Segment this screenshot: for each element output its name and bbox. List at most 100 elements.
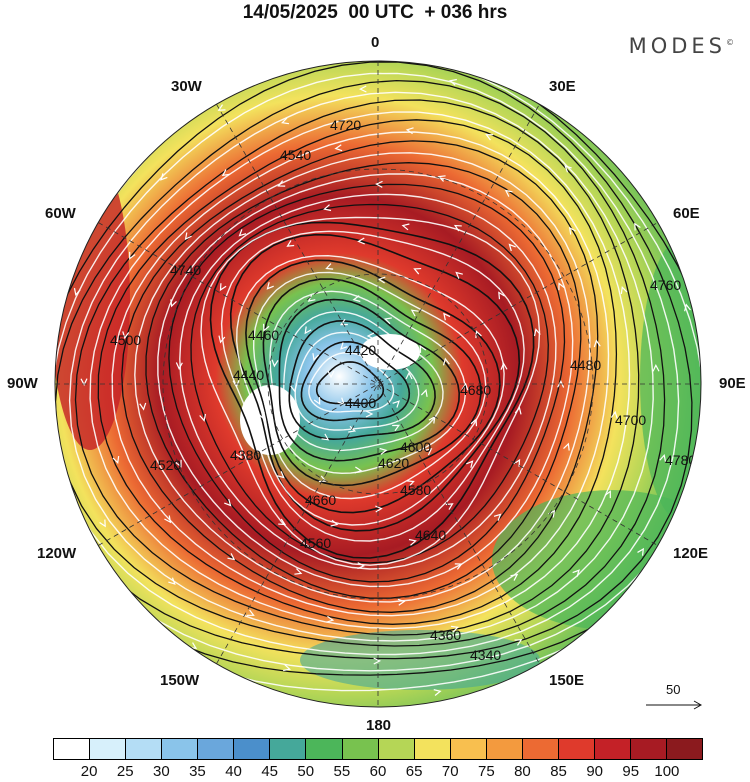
streamline-arrow [238, 229, 247, 237]
streamline-arrow [514, 406, 522, 415]
lon-label-120e: 120E [673, 545, 709, 562]
streamline-arrow [358, 85, 367, 93]
streamline-arrow [593, 339, 601, 348]
streamline-arrow [330, 519, 339, 527]
height-contour [288, 319, 436, 441]
streamline-arrow [410, 309, 419, 317]
streamline-arrow [55, 438, 56, 447]
streamline-arrow [278, 518, 287, 526]
streamline-arrow [652, 363, 660, 372]
streamline-arrow [232, 380, 240, 388]
color-bar-bin [378, 739, 415, 759]
streamline-arrow [401, 223, 410, 231]
color-bar-tick-label: 45 [261, 763, 278, 780]
streamline-arrow [443, 312, 451, 321]
wind-streamline [134, 152, 591, 603]
color-bar-tick-label: 30 [152, 763, 170, 780]
height-contour [209, 221, 535, 559]
streamline-arrow [708, 403, 715, 410]
contour-label: 4680 [460, 382, 491, 398]
streamline-arrow [312, 353, 320, 362]
streamline-arrow [461, 382, 469, 391]
streamline-arrow [277, 180, 286, 187]
color-bar-tick-label: 90 [586, 763, 603, 780]
lon-label-150e: 150E [549, 672, 585, 689]
contour-label: 4620 [378, 455, 409, 471]
streamline-arrow [558, 282, 565, 291]
color-bar-tick-label: 60 [369, 763, 387, 780]
streamline-arrow [493, 513, 502, 521]
streamline-arrow [420, 388, 428, 397]
streamline-arrow [235, 450, 242, 459]
streamline-arrow [286, 240, 295, 247]
contour-label: 4720 [330, 117, 361, 133]
streamline-arrow [139, 402, 147, 411]
color-bar-tick-label: 50 [297, 763, 315, 780]
height-contour [55, 61, 693, 660]
streamline-arrow [455, 271, 463, 279]
streamline-arrow [563, 442, 570, 451]
streamline-arrow [325, 263, 334, 270]
height-contour [300, 340, 411, 422]
streamline-arrow [397, 598, 406, 606]
color-bar-bin [342, 739, 379, 759]
streamline-arrow [445, 503, 454, 510]
streamline-arrow [164, 515, 172, 524]
streamline-arrow [339, 318, 348, 326]
streamline-arrow [365, 410, 374, 418]
streamline-arrow [219, 283, 227, 292]
streamline-arrow [304, 326, 312, 335]
latitude-circle [267, 273, 489, 495]
vector-arrow-icon [646, 700, 703, 710]
streamline-arrow [659, 453, 667, 462]
contour-label: 4500 [110, 332, 141, 348]
streamline-arrow [392, 400, 400, 408]
color-bar-ticks: 20 25 30 35 40 45 50 55 60 65 70 75 80 85 90 95 100 [53, 763, 703, 781]
streamline-arrow [383, 317, 392, 325]
contour-label: 4740 [170, 262, 201, 278]
height-contour [229, 233, 521, 532]
wind-streamline [269, 290, 467, 475]
color-bar-tick-label: 55 [333, 763, 351, 780]
streamline-arrow [227, 553, 236, 561]
streamline-arrow [102, 590, 110, 598]
streamline-arrow [500, 362, 508, 370]
streamline-arrow [99, 519, 106, 528]
lon-label-60e: 60E [673, 205, 700, 222]
wind-streamline [111, 131, 610, 617]
contour-label: 4420 [345, 342, 376, 358]
streamline-arrow [352, 295, 361, 303]
streamline-arrow [453, 224, 462, 232]
contour-label: 4460 [248, 327, 279, 343]
lon-label-0: 0 [371, 34, 380, 51]
streamline-arrow [568, 226, 576, 235]
streamline-arrow [218, 335, 226, 344]
contour-label: 4520 [150, 457, 181, 473]
streamline-arrow [379, 447, 388, 455]
streamline-arrow [348, 425, 357, 433]
streamline-arrow [610, 410, 618, 419]
contour-label: 4560 [300, 535, 331, 551]
streamline-arrow [326, 615, 335, 623]
brand-text: MODES [628, 34, 726, 58]
lon-label-180: 180 [366, 717, 392, 734]
wind-streamline [282, 311, 444, 452]
streamline-arrow [448, 78, 457, 86]
streamline-arrow [375, 505, 383, 513]
streamline-arrow [585, 635, 593, 643]
contour-label: 4640 [415, 527, 446, 543]
streamline-arrow [184, 232, 192, 241]
streamline-arrow [327, 370, 335, 379]
color-bar-bin [558, 739, 595, 759]
streamline-arrow [290, 384, 298, 393]
height-contour [55, 79, 666, 647]
streamline-arrow [508, 243, 516, 252]
color-bar-tick-label: 80 [514, 763, 531, 780]
streamline-arrow [112, 455, 120, 464]
streamline-arrow [572, 569, 580, 577]
color-bar-tick-label: 100 [654, 763, 680, 780]
streamline-arrow [25, 341, 32, 348]
wind-streamline [157, 173, 574, 588]
lon-label-30w: 30W [171, 78, 202, 95]
